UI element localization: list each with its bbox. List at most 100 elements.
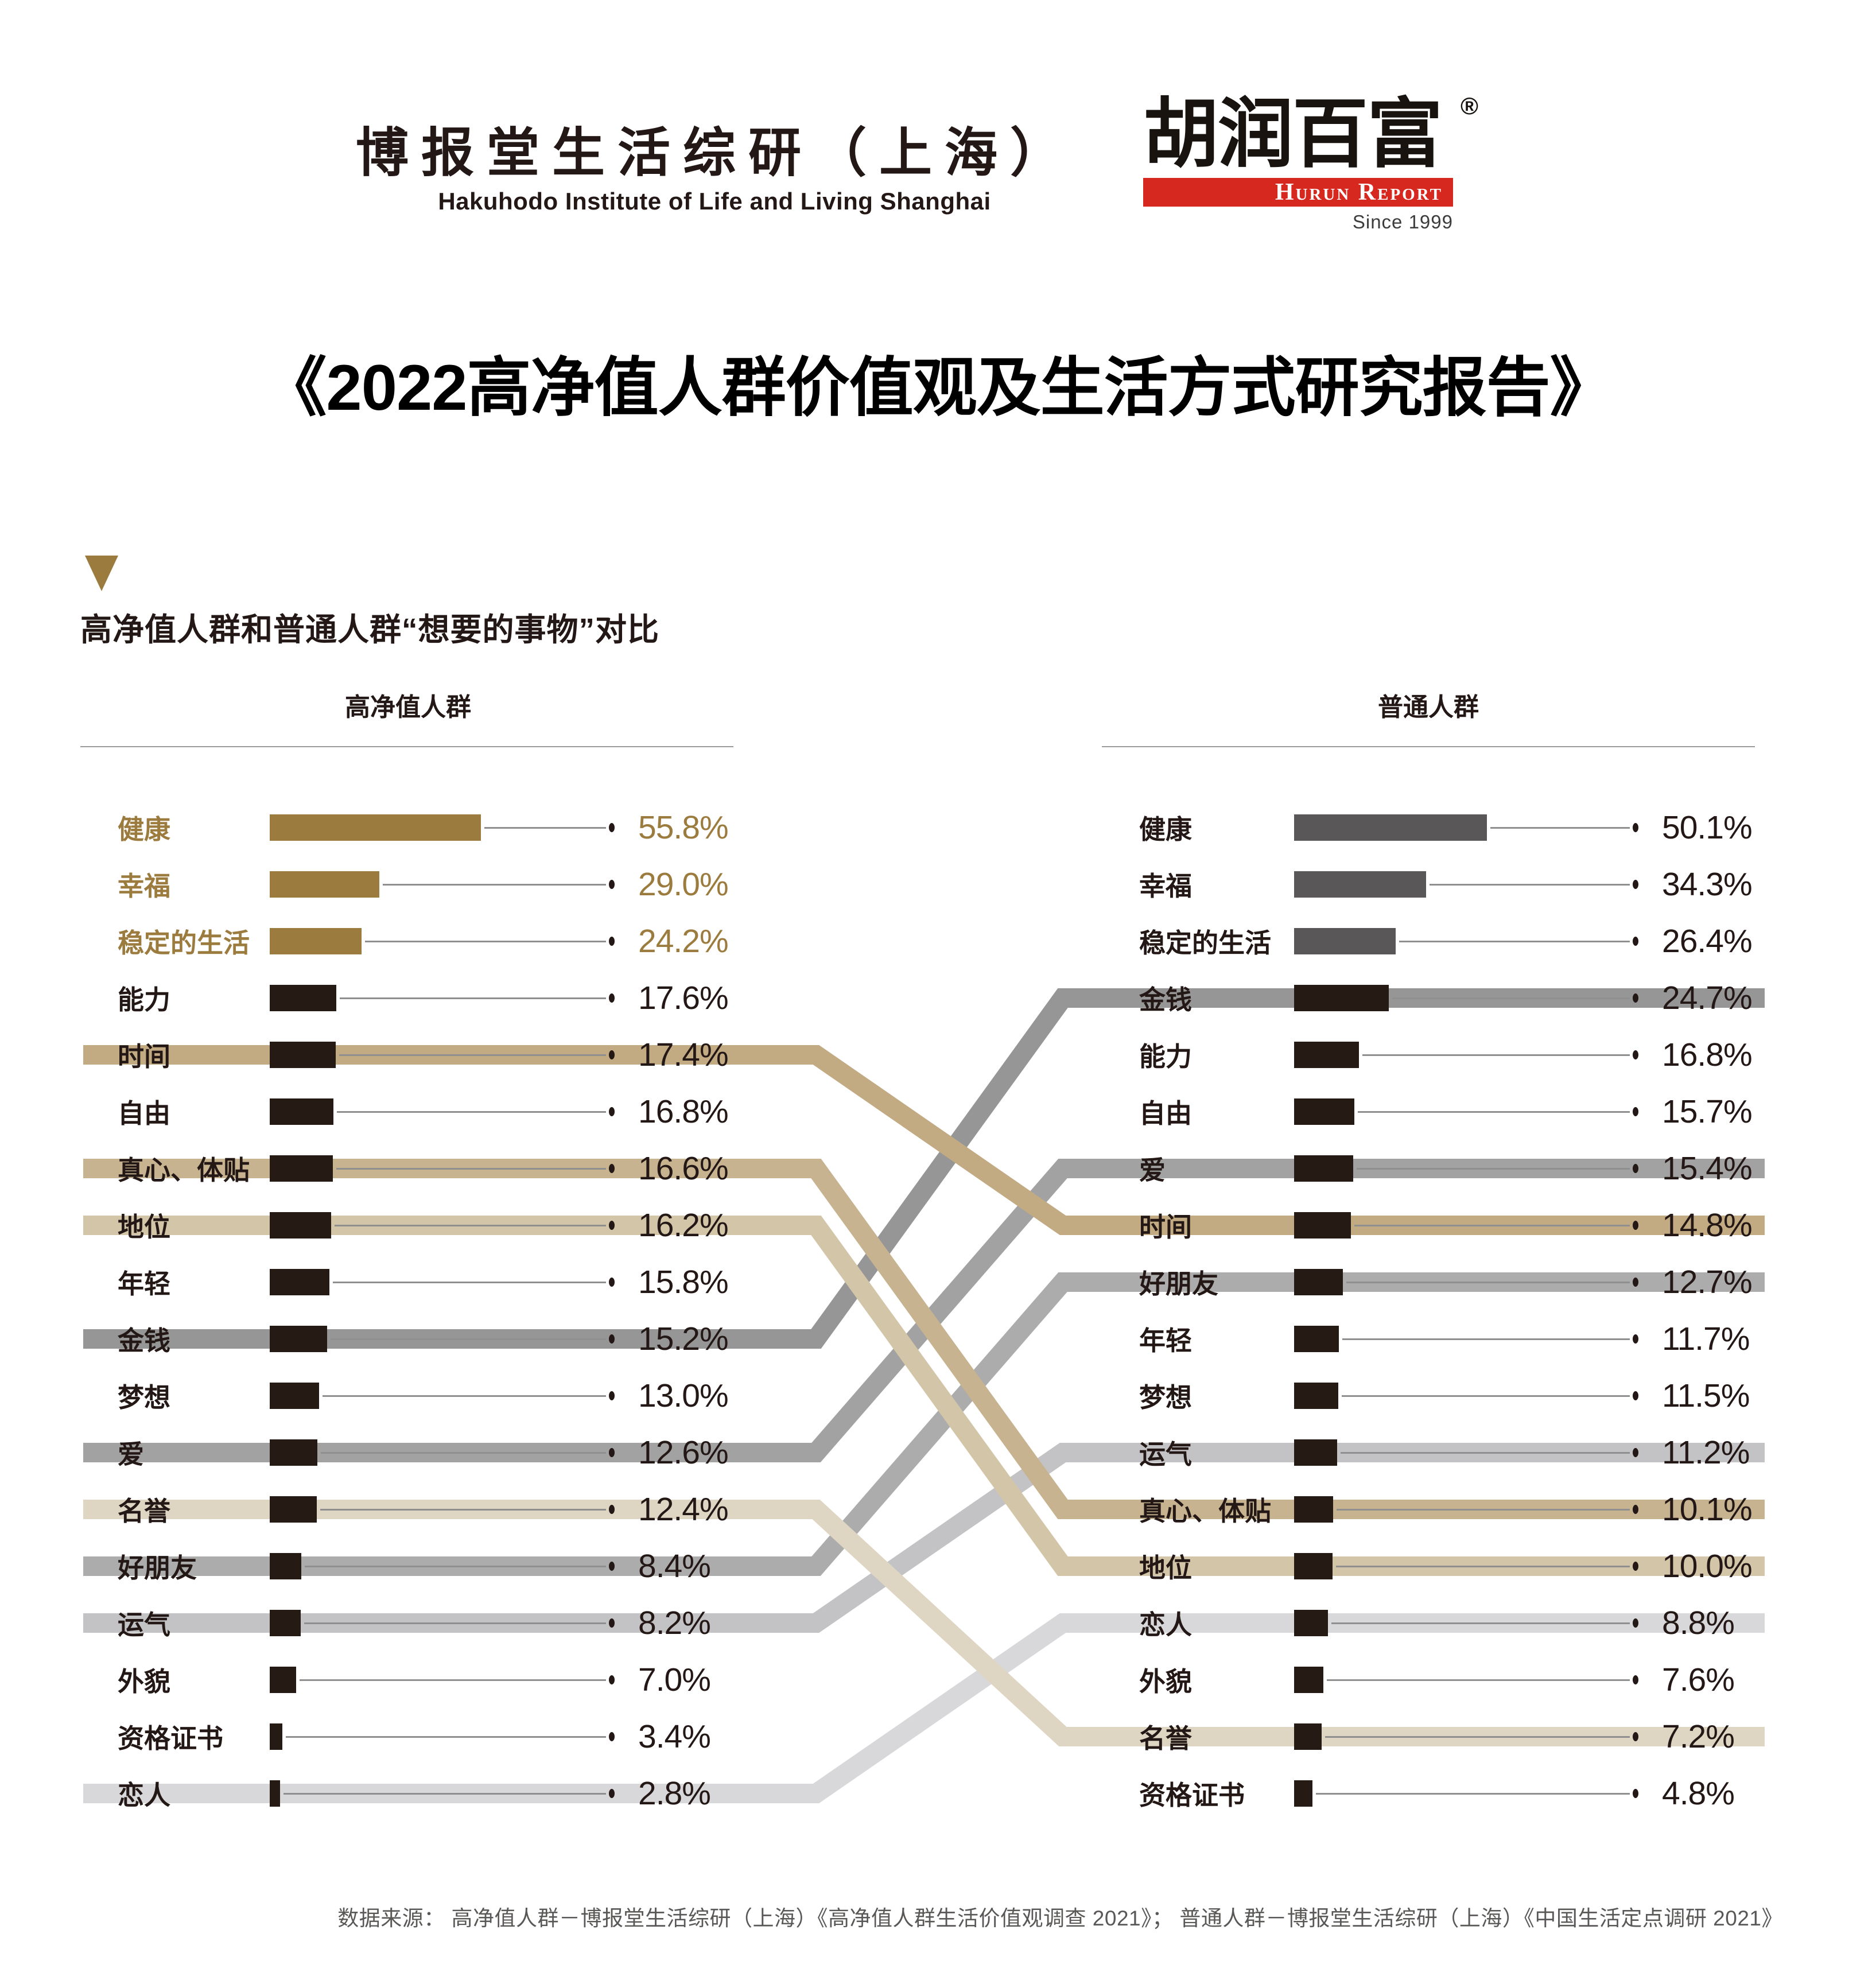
- row-value: 17.4%: [638, 1036, 729, 1073]
- row-label: 外貌: [1139, 1667, 1192, 1696]
- row-label: 资格证书: [1139, 1780, 1245, 1810]
- row-bar: [1294, 1383, 1338, 1409]
- row-dot-icon: [609, 1334, 615, 1344]
- row-dot-icon: [609, 1278, 615, 1287]
- hurun-logo-cn-wrap: 胡润百富 ®: [1143, 94, 1478, 172]
- row-bar: [1294, 1042, 1359, 1068]
- row-bar: [270, 1610, 301, 1636]
- row-connector-line: [340, 997, 606, 999]
- row-value: 15.4%: [1662, 1150, 1753, 1187]
- row-value: 7.2%: [1662, 1718, 1735, 1755]
- row-bar: [270, 1496, 317, 1523]
- row-label: 金钱: [1139, 985, 1192, 1015]
- row-bar: [270, 1212, 331, 1239]
- row-connector-line: [337, 1111, 606, 1113]
- row-dot-icon: [1633, 993, 1638, 1003]
- row-bar: [1294, 1723, 1322, 1750]
- row-value: 7.6%: [1662, 1661, 1735, 1698]
- row-dot-icon: [1633, 1050, 1638, 1059]
- row-dot-icon: [609, 1107, 615, 1116]
- row-dot-icon: [1633, 1789, 1638, 1798]
- row-bar: [270, 1269, 329, 1295]
- row-connector-line: [1399, 941, 1630, 942]
- hakuhodo-logo-en: Hakuhodo Institute of Life and Living Sh…: [438, 187, 991, 215]
- row-label: 时间: [118, 1042, 170, 1071]
- row-label: 好朋友: [1139, 1269, 1218, 1299]
- row-label: 年轻: [118, 1269, 170, 1299]
- row-dot-icon: [1633, 1278, 1638, 1287]
- row-connector-line: [1342, 1338, 1630, 1340]
- row-value: 16.8%: [1662, 1036, 1753, 1073]
- row-bar: [1294, 871, 1426, 898]
- row-value: 15.2%: [638, 1321, 729, 1357]
- row-value: 7.0%: [638, 1661, 711, 1698]
- row-value: 16.8%: [638, 1093, 729, 1130]
- hakuhodo-logo: 博报堂生活综研（上海） Hakuhodo Institute of Life a…: [356, 123, 1073, 215]
- row-bar: [270, 814, 481, 841]
- row-connector-line: [323, 1395, 606, 1397]
- row-value: 10.0%: [1662, 1548, 1753, 1585]
- row-dot-icon: [609, 1050, 615, 1059]
- row-dot-icon: [1633, 1562, 1638, 1571]
- row-value: 29.0%: [638, 866, 729, 903]
- row-label: 幸福: [118, 871, 170, 901]
- row-dot-icon: [1633, 1221, 1638, 1230]
- row-connector-line: [1354, 1225, 1630, 1226]
- row-connector-line: [1346, 1282, 1630, 1283]
- row-value: 8.8%: [1662, 1605, 1735, 1641]
- row-bar: [1294, 1610, 1328, 1636]
- row-connector-line: [320, 1509, 606, 1511]
- row-bar: [270, 1780, 280, 1807]
- row-label: 自由: [1139, 1098, 1192, 1128]
- row-value: 4.8%: [1662, 1775, 1735, 1812]
- row-value: 11.2%: [1662, 1434, 1750, 1471]
- row-label: 地位: [118, 1212, 170, 1242]
- row-label: 年轻: [1139, 1326, 1192, 1356]
- row-label: 能力: [1139, 1042, 1192, 1071]
- row-bar: [1294, 1496, 1333, 1523]
- row-label: 真心、体贴: [118, 1155, 250, 1185]
- row-value: 50.1%: [1662, 809, 1753, 846]
- row-bar: [1294, 1439, 1337, 1466]
- hurun-logo: 胡润百富 ® Hurun Report Since 1999: [1143, 94, 1478, 233]
- row-label: 能力: [118, 985, 170, 1015]
- hurun-banner-text: Hurun Report: [1275, 179, 1443, 205]
- row-connector-line: [335, 1225, 606, 1226]
- row-bar: [270, 1383, 319, 1409]
- row-label: 地位: [1139, 1553, 1192, 1583]
- row-dot-icon: [609, 1448, 615, 1457]
- row-connector-line: [1392, 997, 1630, 999]
- row-label: 好朋友: [118, 1553, 197, 1583]
- row-value: 12.6%: [638, 1434, 729, 1471]
- row-bar: [1294, 928, 1396, 954]
- row-label: 爱: [118, 1439, 144, 1469]
- row-bar: [1294, 1667, 1323, 1693]
- row-connector-line: [1341, 1452, 1630, 1454]
- row-label: 名誉: [118, 1496, 170, 1526]
- row-connector-line: [1331, 1622, 1630, 1624]
- hakuhodo-logo-cn: 博报堂生活综研（上海）: [356, 124, 1076, 183]
- row-connector-line: [1336, 1566, 1630, 1567]
- row-bar: [270, 1439, 317, 1466]
- row-bar: [270, 1553, 301, 1579]
- row-connector-line: [336, 1168, 606, 1170]
- row-label: 健康: [1139, 814, 1192, 844]
- row-label: 恋人: [118, 1780, 170, 1810]
- row-connector-line: [1327, 1679, 1630, 1681]
- row-bar: [1294, 1553, 1333, 1579]
- row-connector-line: [1430, 884, 1630, 886]
- row-label: 梦想: [1139, 1383, 1192, 1412]
- row-dot-icon: [609, 1164, 615, 1173]
- row-label: 健康: [118, 814, 170, 844]
- row-bar: [1294, 1326, 1339, 1352]
- row-value: 55.8%: [638, 809, 729, 846]
- row-connector-line: [1490, 827, 1630, 829]
- hurun-logo-cn: 胡润百富: [1143, 92, 1443, 176]
- row-value: 11.7%: [1662, 1321, 1750, 1357]
- registered-mark-icon: ®: [1461, 92, 1478, 119]
- left-chart-header: 高净值人群: [345, 693, 471, 721]
- row-value: 12.7%: [1662, 1264, 1753, 1300]
- row-connector-line: [300, 1679, 606, 1681]
- row-dot-icon: [1633, 823, 1638, 832]
